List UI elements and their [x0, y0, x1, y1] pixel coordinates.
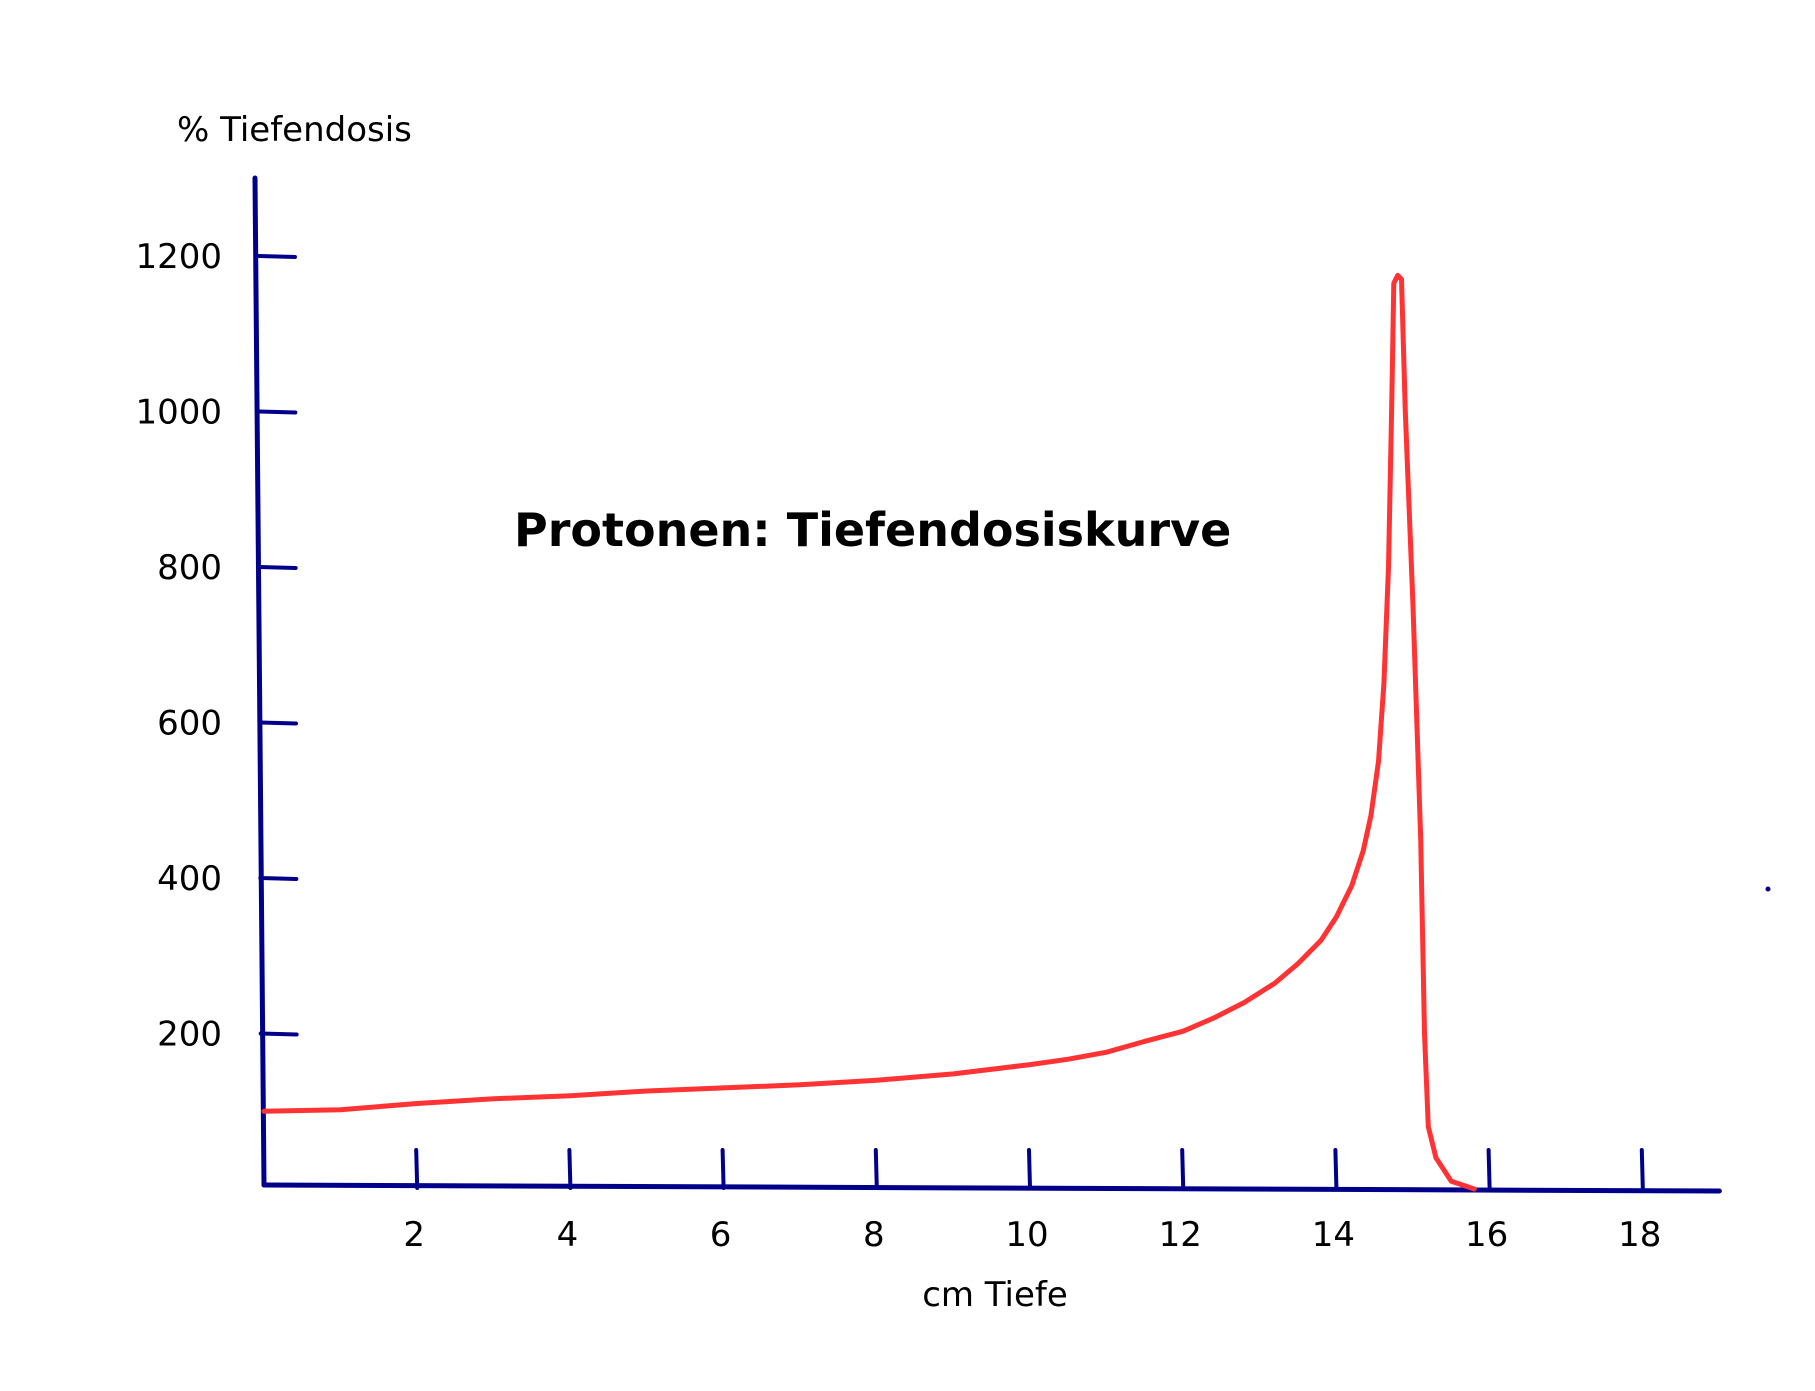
x-ticks: 2 4 6 8 10 12 14 16 18 — [403, 1148, 1661, 1255]
x-tick-label: 6 — [710, 1215, 732, 1255]
y-tick-label: 200 — [157, 1015, 222, 1055]
y-ticks: 200 400 600 800 1000 1200 — [135, 237, 299, 1055]
y-tick-mark — [258, 876, 299, 881]
y-tick-label: 400 — [157, 859, 222, 899]
x-tick-label: 16 — [1465, 1215, 1508, 1255]
y-tick-mark — [257, 254, 297, 259]
y-tick-mark — [257, 409, 298, 415]
x-tick-mark — [567, 1148, 573, 1190]
x-tick-label: 12 — [1159, 1215, 1202, 1255]
x-tick-label: 8 — [863, 1215, 885, 1255]
x-tick-label: 10 — [1005, 1215, 1048, 1255]
x-axis-line — [261, 1182, 1722, 1194]
y-tick-label: 1000 — [135, 393, 222, 433]
x-tick-mark — [414, 1148, 420, 1190]
series — [261, 272, 1477, 1192]
stray-dot — [1765, 886, 1771, 892]
depth-dose-curve — [261, 272, 1477, 1192]
y-axis-label: % Tiefendosis — [177, 110, 412, 150]
y-tick-label: 600 — [157, 704, 222, 744]
y-tick-mark — [257, 565, 298, 570]
x-tick-label: 14 — [1312, 1215, 1355, 1255]
x-tick-mark — [1180, 1148, 1186, 1190]
x-tick-label: 2 — [403, 1215, 425, 1255]
y-axis-line — [252, 175, 267, 1188]
x-tick-mark — [873, 1148, 879, 1190]
y-tick-mark — [258, 1031, 299, 1037]
x-tick-label: 4 — [557, 1215, 579, 1255]
x-tick-mark — [1486, 1148, 1492, 1190]
x-tick-label: 18 — [1618, 1215, 1661, 1255]
chart-title: Protonen: Tiefendosiskurve — [514, 503, 1231, 557]
y-tick-mark — [258, 720, 298, 726]
x-tick-mark — [1027, 1148, 1032, 1190]
x-tick-mark — [1639, 1148, 1645, 1190]
y-tick-label: 800 — [157, 548, 222, 588]
x-tick-mark — [1333, 1148, 1339, 1190]
y-tick-label: 1200 — [135, 237, 222, 277]
x-tick-mark — [720, 1148, 726, 1190]
x-axis-label: cm Tiefe — [922, 1275, 1068, 1315]
axes — [252, 175, 1722, 1194]
